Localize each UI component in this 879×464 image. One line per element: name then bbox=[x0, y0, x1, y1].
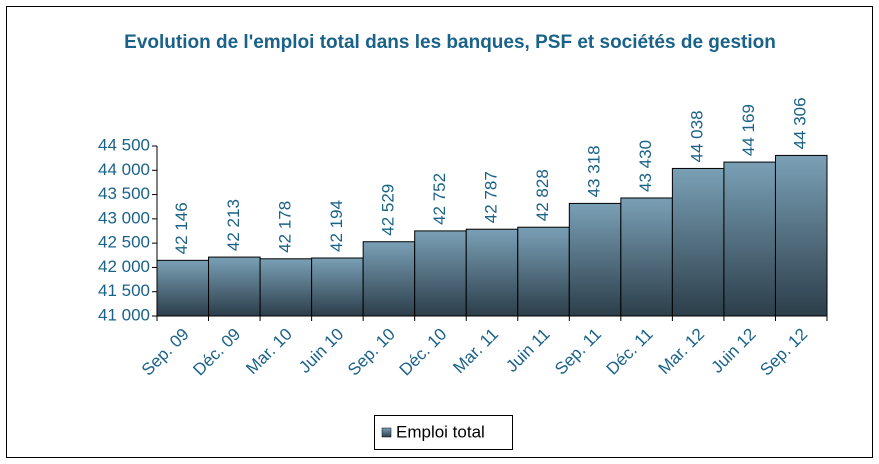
x-tick-label: Sep. 09 bbox=[138, 325, 193, 380]
data-label: 43 318 bbox=[585, 145, 604, 197]
x-tick-label: Juin 11 bbox=[502, 325, 553, 376]
data-label: 44 169 bbox=[739, 104, 758, 156]
x-tick-label: Sep. 12 bbox=[756, 325, 811, 380]
bar bbox=[774, 154, 828, 317]
data-label: 44 306 bbox=[791, 97, 810, 149]
x-tick-label: Mar. 10 bbox=[242, 325, 296, 379]
x-tick-label: Déc. 11 bbox=[603, 325, 657, 379]
frame bbox=[6, 6, 873, 458]
data-label: 42 752 bbox=[430, 173, 449, 225]
bar bbox=[568, 202, 622, 317]
x-tick-label: Juin 12 bbox=[707, 325, 759, 377]
data-label: 42 529 bbox=[378, 184, 397, 236]
y-tick-label: 41 500 bbox=[98, 281, 150, 300]
bar bbox=[517, 226, 570, 317]
chart-title: Evolution de l'emploi total dans les ban… bbox=[124, 32, 776, 53]
bar bbox=[671, 167, 725, 317]
legend-label: Emploi total bbox=[396, 422, 485, 441]
data-label: 42 828 bbox=[533, 169, 552, 221]
x-tick-label: Mar. 11 bbox=[449, 325, 502, 378]
legend-swatch bbox=[381, 427, 392, 438]
bar bbox=[414, 230, 467, 317]
bar bbox=[620, 197, 673, 317]
bar bbox=[311, 257, 364, 317]
bar bbox=[208, 256, 261, 317]
y-tick-label: 44 500 bbox=[98, 135, 150, 154]
data-label: 42 194 bbox=[327, 200, 346, 252]
x-tick-label: Juin 10 bbox=[295, 325, 347, 377]
bar bbox=[259, 258, 313, 317]
bar bbox=[156, 259, 210, 317]
bar bbox=[465, 228, 519, 317]
y-tick-label: 41 000 bbox=[98, 305, 150, 324]
bar bbox=[723, 161, 776, 317]
x-tick-label: Sep. 10 bbox=[344, 325, 399, 380]
data-label: 43 430 bbox=[636, 140, 655, 192]
legend-box bbox=[374, 415, 513, 450]
data-label: 42 178 bbox=[275, 201, 294, 253]
x-tick-label: Déc. 09 bbox=[189, 325, 244, 380]
data-label: 42 146 bbox=[172, 202, 191, 254]
data-label: 44 038 bbox=[688, 110, 707, 162]
y-tick-label: 43 500 bbox=[98, 184, 150, 203]
x-tick-label: Déc. 10 bbox=[396, 325, 451, 380]
data-label: 42 213 bbox=[224, 199, 243, 251]
y-tick-label: 43 000 bbox=[98, 208, 150, 227]
data-label: 42 787 bbox=[481, 171, 500, 223]
y-tick-label: 42 000 bbox=[98, 257, 150, 276]
y-tick-label: 44 000 bbox=[98, 160, 150, 179]
x-tick-label: Sep. 11 bbox=[551, 325, 605, 379]
x-tick-label: Mar. 12 bbox=[655, 325, 709, 379]
y-tick-label: 42 500 bbox=[98, 233, 150, 252]
bar bbox=[362, 241, 416, 317]
